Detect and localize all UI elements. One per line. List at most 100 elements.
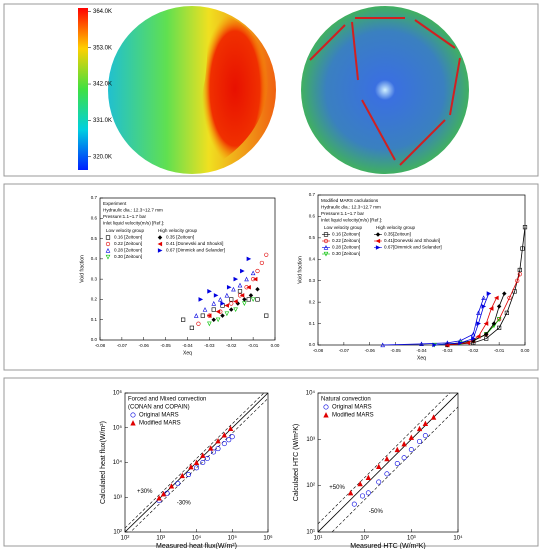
data-point xyxy=(416,425,423,432)
annotation: Forced and Mixed convection xyxy=(128,397,206,403)
y-tick-label: 0.2 xyxy=(91,297,98,302)
x-tick-label: 10² xyxy=(121,536,130,542)
x-tick-label: 10² xyxy=(360,536,369,542)
data-point xyxy=(224,303,229,308)
x-tick-label: 0.00 xyxy=(521,348,530,353)
x-axis-label: Measured heat flux(W/m²) xyxy=(156,543,237,549)
data-point xyxy=(476,310,481,315)
y-tick-label: 0.1 xyxy=(91,317,98,322)
x-tick-label: -0.03 xyxy=(442,348,453,353)
band-label: +30% xyxy=(137,489,153,495)
data-point xyxy=(470,331,476,337)
data-point xyxy=(408,447,414,453)
data-point xyxy=(224,311,230,317)
legend-marker xyxy=(130,412,136,418)
data-point xyxy=(484,336,489,341)
data-point xyxy=(486,291,492,296)
legend-marker xyxy=(105,235,111,240)
legend-marker xyxy=(105,241,111,247)
data-point xyxy=(207,321,212,327)
annotation: Experiment xyxy=(103,201,127,206)
data-point xyxy=(246,284,251,290)
velocity-field xyxy=(301,6,469,174)
x-tick-label: 10¹ xyxy=(314,536,323,542)
data-point xyxy=(237,289,243,294)
data-point xyxy=(483,321,489,326)
data-point xyxy=(202,307,208,312)
data-point xyxy=(496,317,502,322)
legend-marker xyxy=(375,232,381,237)
x-tick-label: -0.02 xyxy=(468,348,479,353)
x-tick-label: -0.04 xyxy=(182,343,193,348)
x-tick-label: 10⁶ xyxy=(263,535,273,542)
legend-label: Original MARS xyxy=(332,405,372,411)
data-point xyxy=(401,440,407,447)
data-point xyxy=(483,332,489,337)
y-tick-label: 0.1 xyxy=(309,321,316,326)
annotation: (CONAN and COPAIN) xyxy=(128,405,190,411)
data-point xyxy=(522,225,528,230)
x-tick-label: -0.06 xyxy=(139,343,150,348)
legend-label: 0.41[Donevski and Shoukri] xyxy=(384,238,440,243)
legend-header: High velocity group xyxy=(376,225,416,230)
data-point xyxy=(226,284,232,290)
panel-frame xyxy=(3,377,539,547)
y-tick-label: 0.6 xyxy=(309,214,316,219)
data-point xyxy=(417,438,423,444)
data-point xyxy=(179,472,185,479)
band-line xyxy=(318,393,451,525)
legend-label: Original MARS xyxy=(139,413,179,419)
data-point xyxy=(211,307,216,312)
data-point xyxy=(211,317,216,322)
data-point xyxy=(229,307,234,312)
data-point xyxy=(246,256,252,262)
data-point xyxy=(215,446,221,452)
x-tick-label: -0.03 xyxy=(204,343,215,348)
data-point xyxy=(198,297,204,302)
legend-marker xyxy=(323,412,329,418)
colorbar-label: 353.0K xyxy=(93,45,112,51)
x-tick-label: -0.06 xyxy=(365,348,376,353)
data-point xyxy=(259,260,264,266)
data-point xyxy=(215,317,221,323)
legend-marker xyxy=(323,238,329,244)
legend-marker xyxy=(105,254,111,260)
band-line xyxy=(331,406,458,532)
x-tick-label: -0.05 xyxy=(160,343,171,348)
data-point xyxy=(237,282,243,288)
data-point xyxy=(220,301,225,306)
y-tick-label: 0.7 xyxy=(91,195,98,200)
data-point xyxy=(520,246,525,251)
data-point xyxy=(250,270,256,276)
y-tick-label: 10² xyxy=(113,530,122,536)
data-point xyxy=(512,289,517,294)
data-point xyxy=(233,276,239,282)
data-point xyxy=(213,293,219,298)
annotation: Pressure:1.1~1.7 bar xyxy=(103,214,146,219)
legend-label: 0.30 [Zeitoun] xyxy=(332,251,360,256)
data-point xyxy=(231,286,236,292)
annotation: Natural convection xyxy=(321,397,371,403)
velocity-arrows xyxy=(309,17,461,166)
x-tick-label: 10⁴ xyxy=(192,535,202,542)
data-point xyxy=(211,301,217,306)
one-to-one-line xyxy=(318,393,458,532)
y-tick-label: 0.5 xyxy=(91,236,98,241)
legend-label: 0.35[Zeitoun] xyxy=(384,232,411,237)
data-point xyxy=(394,461,400,467)
series-line xyxy=(447,227,526,346)
y-axis-label: Void fraction xyxy=(79,255,85,283)
data-point xyxy=(208,445,214,451)
data-point xyxy=(264,252,269,257)
data-point xyxy=(242,297,247,302)
data-point xyxy=(246,297,251,302)
data-point xyxy=(194,465,200,471)
data-point xyxy=(422,433,428,439)
y-tick-label: 0.0 xyxy=(309,342,316,347)
y-tick-label: 10⁶ xyxy=(113,390,123,397)
data-point xyxy=(365,474,372,481)
series-line xyxy=(447,297,497,346)
data-point xyxy=(160,491,167,497)
legend-header: Low velocity group xyxy=(324,225,362,230)
annotation: Hydraulic dia.: 12.3~12.7 mm xyxy=(321,205,381,210)
